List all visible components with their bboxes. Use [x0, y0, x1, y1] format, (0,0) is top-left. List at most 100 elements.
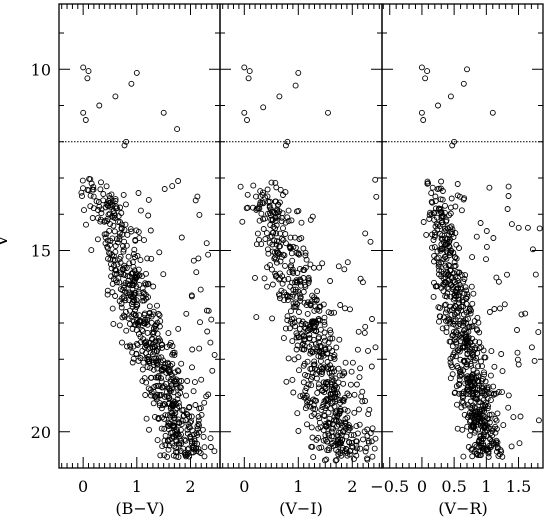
data-point [340, 369, 347, 376]
data-point [480, 347, 487, 354]
data-point [436, 304, 443, 311]
data-point [118, 300, 125, 307]
data-point [456, 282, 463, 288]
data-point [132, 254, 138, 260]
data-point [277, 275, 284, 282]
data-point [302, 249, 309, 256]
data-point [453, 339, 460, 346]
data-point [282, 231, 289, 237]
data-point [117, 259, 124, 266]
data-point [472, 344, 479, 351]
data-point [158, 354, 165, 361]
data-point [142, 280, 149, 287]
data-point [325, 309, 332, 316]
data-point [369, 453, 376, 460]
data-point [522, 310, 529, 317]
data-point [351, 455, 357, 462]
data-point [117, 253, 124, 260]
data-point [129, 285, 136, 292]
data-point [420, 117, 427, 123]
data-point [173, 432, 180, 439]
data-point [294, 279, 301, 286]
data-point [287, 308, 294, 315]
data-point [244, 191, 251, 198]
data-point [150, 311, 157, 318]
data-point [118, 210, 125, 216]
data-point [535, 417, 542, 424]
data-point [123, 265, 130, 271]
data-point [317, 303, 324, 310]
data-point [87, 203, 94, 210]
data-point [483, 228, 490, 234]
data-point [283, 378, 290, 385]
data-point [181, 436, 188, 443]
data-point [499, 389, 505, 396]
data-point [174, 448, 181, 455]
data-point [114, 205, 120, 212]
data-point [121, 272, 128, 279]
data-point [205, 251, 212, 258]
data-point [315, 334, 322, 341]
x-tick-label: 0.5 [441, 477, 466, 496]
data-point [177, 426, 184, 433]
data-point [449, 274, 455, 281]
data-point [486, 442, 493, 449]
data-points [237, 64, 380, 464]
data-point [307, 300, 314, 307]
data-point [282, 262, 288, 269]
data-point [186, 453, 193, 460]
data-point [108, 201, 115, 208]
data-point [135, 190, 142, 196]
data-point [189, 346, 196, 353]
data-point [162, 360, 169, 367]
data-point [342, 359, 349, 366]
data-point [189, 364, 195, 371]
data-point [208, 316, 215, 323]
data-point [126, 307, 133, 314]
data-point [154, 382, 161, 389]
data-point [429, 199, 436, 206]
data-point [492, 423, 499, 430]
data-point [442, 293, 449, 300]
data-point [308, 376, 314, 383]
data-point [137, 257, 144, 264]
data-point [481, 354, 488, 361]
data-point [141, 310, 148, 317]
data-point [308, 424, 315, 431]
data-point [500, 422, 507, 429]
data-point [490, 383, 497, 390]
data-point [516, 440, 523, 447]
data-point [283, 291, 290, 298]
panel-frame [381, 3, 544, 469]
data-point [424, 68, 431, 75]
data-point [121, 313, 128, 320]
data-point [315, 384, 322, 391]
data-point [464, 341, 471, 348]
data-point [148, 255, 155, 262]
data-point [431, 279, 437, 286]
data-point [139, 297, 146, 304]
data-point [333, 456, 340, 463]
data-point [446, 239, 452, 245]
data-point [499, 368, 506, 375]
data-point [112, 198, 119, 204]
y-axis-label: V [0, 234, 12, 248]
data-point [445, 315, 452, 322]
data-point [505, 392, 512, 399]
data-point [334, 432, 341, 439]
data-point [140, 320, 147, 327]
data-point [126, 260, 133, 267]
data-point [493, 417, 500, 424]
data-point [337, 302, 344, 308]
data-point [194, 193, 201, 200]
data-point [469, 300, 476, 307]
data-point [515, 224, 522, 231]
data-point [277, 258, 284, 265]
data-point [490, 235, 497, 241]
data-point [288, 217, 295, 224]
data-point [253, 193, 259, 200]
data-point [256, 217, 263, 224]
data-point [477, 422, 484, 429]
data-point [327, 327, 334, 334]
data-point [156, 312, 163, 319]
